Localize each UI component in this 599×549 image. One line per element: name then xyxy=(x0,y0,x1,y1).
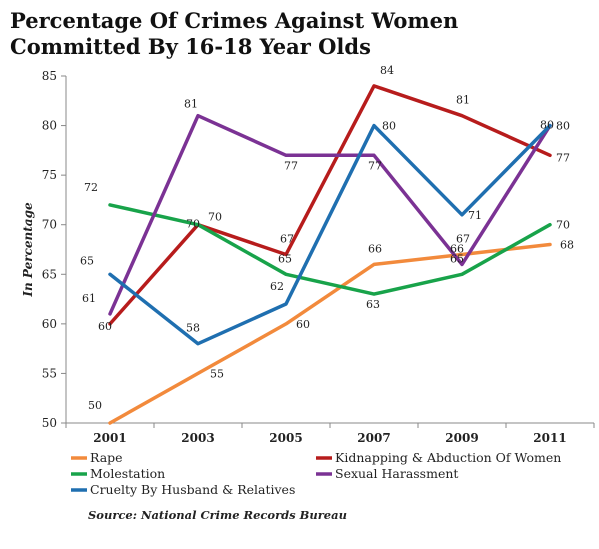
data-label: 77 xyxy=(556,151,570,164)
data-label: 77 xyxy=(368,159,382,172)
data-label: 80 xyxy=(382,120,396,133)
data-label: 67 xyxy=(280,232,294,245)
data-label: 62 xyxy=(270,280,284,293)
y-tick-label: 50 xyxy=(42,416,57,430)
y-tick-label: 75 xyxy=(42,168,57,182)
data-label: 72 xyxy=(84,181,98,194)
y-tick-label: 60 xyxy=(42,317,57,331)
data-label: 60 xyxy=(98,320,112,333)
data-label: 60 xyxy=(296,318,310,331)
legend-label: Sexual Harassment xyxy=(335,466,458,481)
data-label: 84 xyxy=(380,64,394,77)
legend-label: Rape xyxy=(90,450,123,465)
series-line xyxy=(108,84,552,326)
legend-label: Molestation xyxy=(90,466,165,481)
data-label: 71 xyxy=(468,209,482,222)
tick-labels: 50 55 60 65 70 75 80 85 2001 2003 2005 2007 2009 2011 xyxy=(42,69,567,445)
data-label: 65 xyxy=(450,252,464,265)
y-tick-label: 80 xyxy=(42,119,57,133)
data-label: 68 xyxy=(560,239,574,252)
data-label: 66 xyxy=(368,242,382,255)
data-label: 67 xyxy=(456,232,470,245)
x-tick-label: 2005 xyxy=(269,431,302,445)
x-tick-label: 2009 xyxy=(445,431,478,445)
data-label: 77 xyxy=(284,159,298,172)
legend: Rape Kidnapping & Abduction Of Women Moles… xyxy=(71,450,561,497)
series-line xyxy=(108,242,552,425)
data-label: 66 xyxy=(450,242,464,255)
data-label: 61 xyxy=(82,292,96,305)
series-line xyxy=(108,203,552,296)
data-label: 58 xyxy=(186,322,200,335)
y-tick-label: 65 xyxy=(42,267,57,281)
data-label: 81 xyxy=(456,94,470,107)
y-tick-label: 55 xyxy=(42,366,57,380)
x-tick-label: 2011 xyxy=(533,431,566,445)
chart-title: Percentage Of Crimes Against Women Commi… xyxy=(10,8,459,59)
source-note: Source: National Crime Records Bureau xyxy=(88,508,347,522)
x-tick-label: 2001 xyxy=(93,431,126,445)
y-axis-label: In Percentage xyxy=(21,202,35,298)
data-label: 50 xyxy=(88,399,102,412)
data-label: 70 xyxy=(186,218,200,231)
data-label: 80 xyxy=(540,119,554,132)
legend-label: Kidnapping & Abduction Of Women xyxy=(335,450,561,465)
data-label: 80 xyxy=(556,120,570,133)
data-label: 55 xyxy=(210,367,224,380)
data-label: 65 xyxy=(278,252,292,265)
axes xyxy=(61,75,595,428)
x-tick-label: 2003 xyxy=(181,431,214,445)
series-line xyxy=(108,123,552,346)
series-lines xyxy=(108,84,552,425)
data-label: 70 xyxy=(208,211,222,224)
data-label: 81 xyxy=(184,98,198,111)
data-label: 65 xyxy=(80,254,94,267)
data-label: 70 xyxy=(556,219,570,232)
series-line xyxy=(108,113,552,316)
data-label: 63 xyxy=(366,298,380,311)
x-tick-label: 2007 xyxy=(357,431,390,445)
y-tick-label: 70 xyxy=(42,218,57,232)
y-tick-label: 85 xyxy=(42,69,57,83)
legend-label: Cruelty By Husband & Relatives xyxy=(90,482,295,497)
